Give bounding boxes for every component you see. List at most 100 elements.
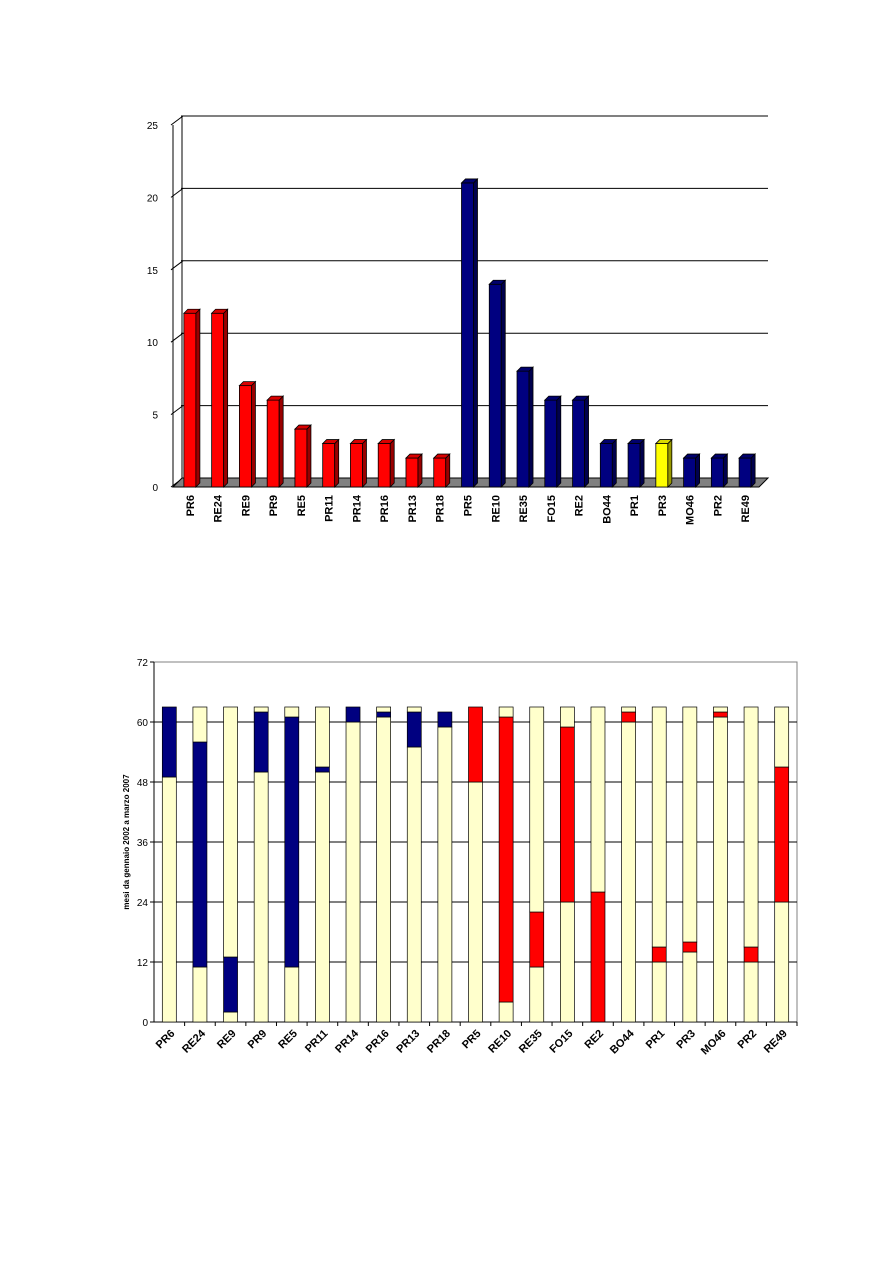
x-tick-label: RE49 (762, 1028, 790, 1056)
stacked-bar (774, 706, 790, 1023)
stacked-bar (376, 706, 391, 1023)
bar-segment-highlight (560, 726, 575, 903)
x-tick-label: PR6 (185, 495, 197, 516)
x-tick-label: RE5 (296, 495, 308, 516)
bar (349, 438, 368, 488)
x-tick-label: PR11 (303, 1028, 331, 1056)
bar-segment-base (529, 966, 545, 1023)
bar (654, 438, 673, 488)
bar-segment-base (713, 716, 728, 1023)
bar-top (293, 424, 312, 430)
bar-segment-base (376, 716, 391, 1023)
x-tick-label: PR1 (644, 1028, 668, 1052)
x-tick-label: MO46 (685, 495, 697, 525)
stacked-bar (498, 706, 514, 1023)
x-tick-label: RE35 (518, 495, 530, 523)
x-tick-label: PR11 (324, 495, 336, 522)
bar-segment-highlight (437, 711, 453, 728)
bar-top (210, 308, 229, 314)
x-tick-label: PR3 (657, 495, 669, 516)
bar-segment-base (651, 961, 667, 1023)
x-tick-label: PR2 (712, 495, 724, 516)
x-tick-label: RE2 (574, 495, 586, 516)
bar-segment-base (315, 771, 330, 1023)
bar-top (682, 453, 701, 459)
bar-segment-remainder (498, 706, 514, 718)
x-tick-label: RE24 (180, 1027, 209, 1056)
bar-segment-remainder (284, 706, 300, 718)
x-tick-label: PR9 (246, 1028, 270, 1052)
stacked-bar (223, 706, 238, 1023)
bar-top (321, 439, 340, 444)
x-tick-label: PR1 (629, 495, 641, 516)
bar (210, 308, 229, 488)
bar (182, 308, 201, 488)
bar-segment-highlight (621, 711, 636, 723)
bar-segment-highlight (192, 741, 208, 968)
bar-segment-highlight (253, 711, 269, 773)
x-tick-label: RE24 (213, 494, 225, 522)
bar-segment-remainder (529, 706, 545, 913)
x-tick-label: PR14 (333, 1027, 362, 1056)
x-tick-label: FO15 (548, 1028, 576, 1056)
bar (293, 424, 312, 488)
y-tick-label: 72 (137, 658, 149, 669)
bar-segment-highlight (682, 941, 698, 953)
bar-segment-base (468, 781, 483, 1023)
bar-segment-highlight (284, 716, 300, 968)
x-tick-label: BO44 (608, 1027, 637, 1056)
bar-segment-highlight (345, 706, 361, 723)
bar-top (182, 308, 201, 314)
x-tick-label: PR6 (154, 1028, 178, 1052)
bar-segment-base (498, 1001, 514, 1023)
bar-segment-remainder (682, 706, 698, 943)
x-tick-label: RE10 (486, 1028, 514, 1056)
y-tick-label: 5 (152, 411, 158, 422)
bar-segment-remainder (713, 706, 728, 713)
bar-segment-highlight (468, 706, 483, 783)
x-tick-label: BO44 (601, 494, 613, 524)
x-tick-label: PR9 (268, 495, 280, 516)
x-tick-label: PR14 (351, 494, 363, 522)
bar-segment-highlight (315, 766, 330, 773)
bar-segment-remainder (590, 706, 606, 893)
bar-top (516, 366, 534, 372)
bar (599, 438, 618, 488)
x-tick-label: PR18 (425, 1028, 453, 1056)
bar-segment-remainder (253, 706, 269, 713)
stacked-bar (468, 706, 483, 1023)
stacked-bar (682, 706, 698, 1023)
bar-segment-remainder (315, 706, 330, 768)
bar-top (432, 453, 451, 459)
bar-segment-base (621, 721, 636, 1023)
bar-segment-remainder (560, 706, 575, 728)
y-tick-label: 25 (147, 121, 159, 132)
bar-segment-remainder (406, 706, 422, 713)
bar-segment-remainder (651, 706, 667, 948)
bar-segment-remainder (223, 706, 238, 958)
bar-top (405, 453, 423, 459)
bar-segment-base (437, 726, 453, 1023)
stacked-bar (406, 706, 422, 1023)
bar-segment-highlight (590, 891, 606, 1023)
x-tick-label: RE9 (215, 1028, 239, 1052)
bar (571, 395, 590, 488)
x-tick-label: PR13 (407, 495, 419, 523)
stacked-bar (560, 706, 575, 1023)
y-tick-label: 10 (147, 338, 159, 349)
bar-segment-highlight (406, 711, 422, 748)
bar-segment-base (774, 901, 790, 1023)
bar-top (571, 395, 590, 401)
bar-segment-highlight (743, 946, 759, 963)
bar-segment-remainder (774, 706, 790, 768)
y-tick-label: 0 (142, 1018, 148, 1029)
stacked-bar (590, 706, 606, 1023)
x-tick-label: FO15 (546, 495, 558, 523)
x-tick-label: PR3 (674, 1028, 698, 1052)
y-tick-label: 48 (137, 778, 149, 789)
bar (377, 438, 396, 488)
x-tick-label: PR13 (394, 1028, 422, 1056)
y-tick-label: 0 (152, 483, 158, 494)
bar (627, 438, 646, 488)
